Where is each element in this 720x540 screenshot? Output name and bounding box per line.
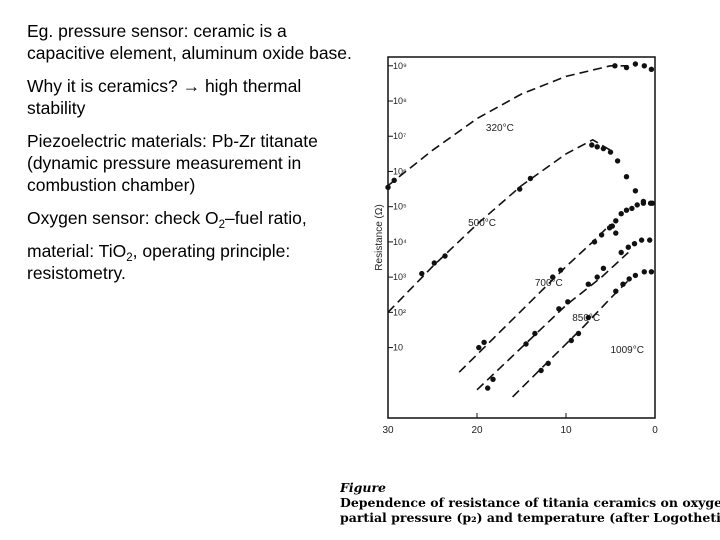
data-point (391, 177, 397, 183)
y-axis-label: Resistance (Ω) (374, 204, 385, 270)
data-point (632, 188, 639, 194)
data-point (565, 299, 571, 305)
series-curve (458, 223, 612, 373)
data-point (632, 272, 639, 279)
data-point (614, 158, 621, 164)
x-tick-label: 10 (560, 425, 572, 435)
series-label: 700°C (535, 278, 563, 289)
data-point (640, 200, 647, 206)
data-point (585, 281, 591, 287)
data-point (641, 63, 647, 69)
data-point (600, 145, 607, 152)
plot-frame (387, 56, 656, 419)
series-curve (476, 251, 629, 391)
y-tick-label: 10⁷ (393, 131, 406, 141)
data-point (442, 253, 448, 259)
data-point (585, 314, 591, 321)
data-point (485, 385, 491, 391)
series-curve (388, 65, 629, 187)
data-point (594, 274, 600, 280)
data-point (623, 174, 630, 180)
paragraph-why-ceramics: Why it is ceramics? → high thermal stabi… (27, 76, 302, 118)
paragraph-pressure-sensor: Eg. pressure sensor: ceramic is a capaci… (27, 21, 352, 63)
data-point (648, 66, 655, 72)
data-point (613, 288, 619, 294)
data-point (517, 186, 523, 192)
data-point (634, 202, 640, 208)
data-point (589, 142, 595, 148)
x-tick-label: 30 (382, 425, 394, 435)
y-tick-label: 10⁵ (393, 202, 407, 212)
data-point (618, 249, 624, 256)
data-point (545, 360, 551, 367)
oxygen-sensor-text-end: –fuel ratio, (225, 208, 307, 228)
data-point (419, 270, 425, 277)
data-point (575, 330, 582, 337)
data-point (626, 276, 632, 282)
data-point (431, 260, 437, 266)
material-text-end: , operating principle: resistometry. (27, 241, 291, 283)
data-point (600, 265, 607, 271)
data-point (568, 337, 574, 344)
y-tick-label: 10⁴ (393, 237, 407, 247)
figure-caption: Figure Dependence of resistance of titan… (340, 480, 720, 540)
data-point (631, 241, 638, 247)
oxygen-sensor-text: Oxygen sensor: check O (27, 208, 219, 228)
data-point (623, 207, 630, 213)
figure-label: Figure (340, 480, 386, 495)
y-tick-label: 10⁹ (393, 61, 407, 71)
data-point (625, 244, 631, 250)
data-point (612, 63, 618, 69)
y-tick-label: 10⁶ (393, 166, 407, 176)
data-point (490, 376, 496, 382)
data-point (613, 230, 619, 236)
data-point (594, 144, 600, 150)
series-label: 320°C (486, 123, 514, 134)
data-point (527, 175, 534, 182)
paragraph-oxygen-sensor: Oxygen sensor: check O2–fuel ratio, (27, 207, 362, 231)
data-point (647, 200, 654, 206)
series-curve (388, 138, 611, 313)
data-point (476, 344, 482, 351)
data-point (598, 232, 605, 238)
caption-line-1: Dependence of resistance of titania cera… (340, 495, 720, 510)
data-point (648, 269, 655, 275)
data-point (618, 211, 624, 217)
y-tick-label: 10³ (393, 272, 406, 282)
data-point (523, 341, 529, 347)
data-point (607, 149, 614, 155)
data-point (629, 205, 635, 212)
data-point (550, 274, 556, 280)
data-point (632, 61, 639, 67)
data-point (613, 218, 619, 224)
data-point (538, 367, 544, 374)
paragraph-piezoelectric: Piezoelectric materials: Pb-Zr titanate … (27, 131, 318, 195)
data-point (556, 306, 562, 312)
paragraph-material: material: TiO2, operating principle: res… (27, 240, 362, 284)
caption-line-2: partial pressure (p₂) and temperature (a… (340, 510, 720, 525)
subscript-2: 2 (218, 219, 226, 231)
y-tick-label: 10 (393, 343, 403, 353)
data-point (591, 239, 598, 245)
data-point (558, 267, 564, 273)
data-point (638, 237, 645, 243)
data-point (609, 223, 615, 229)
material-text: material: TiO (27, 241, 127, 261)
data-point (532, 330, 538, 337)
x-tick-label: 0 (652, 425, 658, 435)
series-label: 1009°C (611, 345, 644, 356)
y-tick-label: 10⁸ (393, 96, 407, 106)
y-tick-label: 10² (393, 307, 406, 317)
data-point (641, 269, 647, 275)
data-point (481, 339, 487, 345)
data-point (385, 184, 391, 190)
x-tick-label: 20 (471, 425, 483, 435)
data-point (647, 237, 653, 243)
series-label: 500°C (468, 218, 496, 229)
text-column: Eg. pressure sensor: ceramic is a capaci… (27, 20, 362, 295)
subscript-2: 2 (126, 252, 133, 264)
data-point (623, 64, 630, 71)
data-point (620, 281, 626, 287)
